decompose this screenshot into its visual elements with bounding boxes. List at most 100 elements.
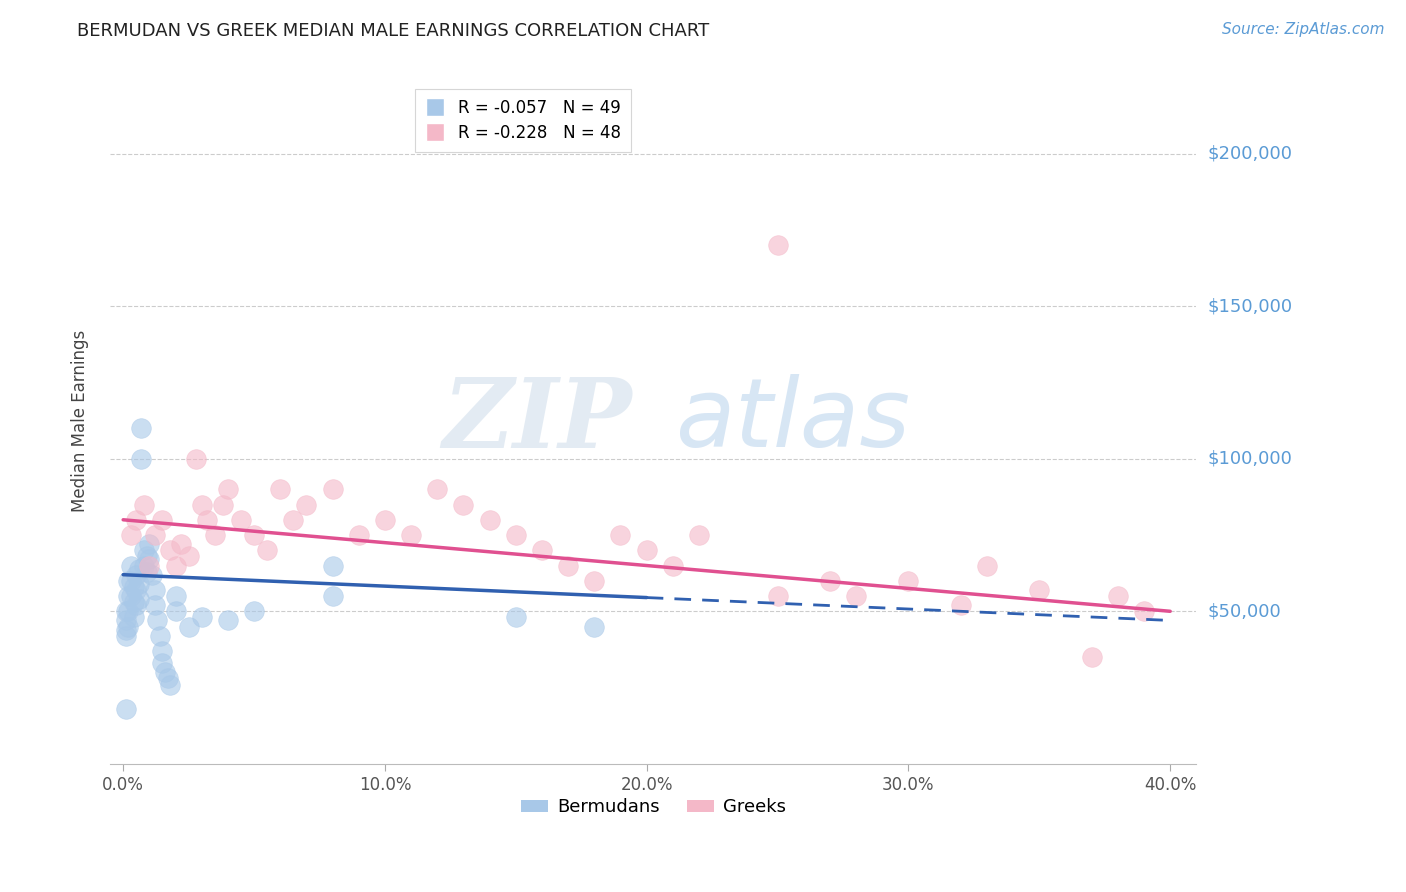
Point [117,574,139,588]
Point [128,561,150,575]
Point [114,623,136,637]
Point [152,644,174,658]
Text: $100,000: $100,000 [1208,450,1292,467]
Point [125,598,148,612]
Point [583,574,606,588]
Text: $50,000: $50,000 [1208,602,1281,620]
Point [135,565,157,579]
Point [530,543,553,558]
Point [114,629,136,643]
Point [114,604,136,618]
Point [269,483,291,497]
Point [143,582,166,597]
Point [243,604,266,618]
Point [1107,589,1129,603]
Text: atlas: atlas [675,374,910,467]
Point [636,543,658,558]
Y-axis label: Median Male Earnings: Median Male Earnings [72,329,89,512]
Point [190,498,212,512]
Point [125,567,148,582]
Point [146,614,169,628]
Point [1080,650,1102,665]
Point [114,614,136,628]
Point [165,604,187,618]
Point [132,498,155,512]
Point [190,610,212,624]
Point [557,558,579,573]
Point [818,574,841,588]
Point [766,589,789,603]
Point [217,483,239,497]
Point [117,604,139,618]
Point [347,528,370,542]
Text: ZIP: ZIP [441,374,631,467]
Point [1133,604,1156,618]
Point [478,513,501,527]
Point [122,610,145,624]
Point [322,558,344,573]
Point [609,528,631,542]
Point [662,558,685,573]
Point [217,614,239,628]
Point [186,451,208,466]
Point [114,702,136,716]
Point [120,574,142,588]
Point [583,619,606,633]
Point [165,558,187,573]
Point [120,589,142,603]
Legend: Bermudans, Greeks: Bermudans, Greeks [513,791,793,823]
Point [229,513,252,527]
Point [204,528,226,542]
Text: $150,000: $150,000 [1208,297,1292,315]
Point [399,528,422,542]
Point [120,528,142,542]
Point [156,672,179,686]
Point [138,558,160,573]
Point [322,589,344,603]
Point [177,619,200,633]
Point [688,528,710,542]
Point [153,665,176,680]
Point [897,574,920,588]
Point [122,595,145,609]
Point [125,582,148,597]
Point [505,610,527,624]
Point [138,537,160,551]
Point [141,567,163,582]
Point [426,483,449,497]
Point [165,589,187,603]
Point [149,629,172,643]
Point [170,537,193,551]
Point [143,598,166,612]
Point [211,498,233,512]
Text: $200,000: $200,000 [1208,145,1292,162]
Point [122,580,145,594]
Point [949,598,972,612]
Point [322,483,344,497]
Text: BERMUDAN VS GREEK MEDIAN MALE EARNINGS CORRELATION CHART: BERMUDAN VS GREEK MEDIAN MALE EARNINGS C… [77,22,710,40]
Point [135,549,157,564]
Point [117,619,139,633]
Point [128,592,150,607]
Point [117,589,139,603]
Point [295,498,318,512]
Point [131,421,153,435]
Point [976,558,998,573]
Point [138,552,160,566]
Point [131,451,153,466]
Point [256,543,278,558]
Point [505,528,527,542]
Point [128,577,150,591]
Point [143,528,166,542]
Point [152,656,174,670]
Point [374,513,396,527]
Point [243,528,266,542]
Point [159,543,181,558]
Text: Source: ZipAtlas.com: Source: ZipAtlas.com [1222,22,1385,37]
Point [120,558,142,573]
Point [283,513,305,527]
Point [845,589,868,603]
Point [132,558,155,573]
Point [132,543,155,558]
Point [766,238,789,252]
